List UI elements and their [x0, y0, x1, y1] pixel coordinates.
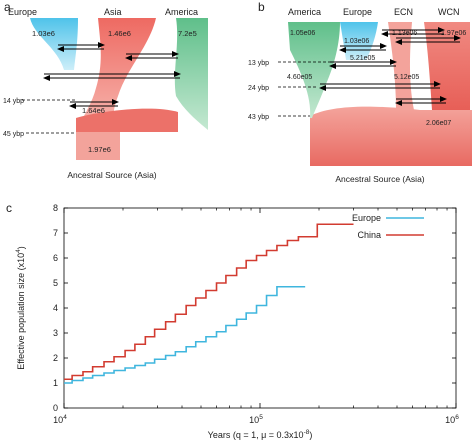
panel-b-pop-europe: Europe [343, 7, 372, 17]
y-tick-label: 8 [53, 203, 58, 213]
panel-b-source: Ancestral Source (Asia) [335, 174, 424, 184]
panel-a-time-14: 14 ybp [3, 98, 24, 105]
panel-a-america-branch [174, 18, 208, 130]
panel-b-size-america: 1.05e06 [290, 30, 315, 37]
legend-label-china: China [357, 230, 381, 240]
panel-a-size-europe: 1.03e6 [32, 29, 55, 38]
panel-a-europe-branch [30, 18, 78, 70]
y-tick-label: 6 [53, 253, 58, 263]
panel-b-size-wcn: 1.97e06 [441, 30, 466, 37]
panel-b-pop-america: America [288, 7, 321, 17]
panel-b-time-43: 43 ybp [248, 114, 269, 121]
panel-a-pop-asia: Asia [104, 7, 122, 17]
panel-b-america-branch [288, 22, 340, 118]
panel-a: a Europe Asia America 1.03e6 1.46e6 7.2e… [3, 0, 208, 180]
panel-a-size-asia: 1.46e6 [108, 29, 131, 38]
plot-series [64, 223, 354, 384]
y-tick-label: 3 [53, 328, 58, 338]
panel-b-size-mig-3: 5.12e05 [394, 74, 419, 81]
panel-a-size-america: 7.2e5 [178, 29, 197, 38]
panel-a-migration-arrows [43, 42, 181, 109]
x-axis: 104 105 106 [53, 208, 459, 425]
panel-b-size-mig-1: 5.21e05 [350, 55, 375, 62]
panel-a-letter: a [4, 0, 11, 14]
panel-a-pop-europe: Europe [8, 7, 37, 17]
panel-b-size-ecn: 1.13e06 [392, 30, 417, 37]
y-tick-label: 7 [53, 228, 58, 238]
legend-label-europe: Europe [352, 213, 381, 223]
y-tick-label: 2 [53, 353, 58, 363]
x-tick-label: 105 [249, 414, 263, 425]
x-tick-label: 106 [445, 414, 459, 425]
panel-c-letter: c [6, 201, 12, 215]
panel-b-size-base: 2.06e07 [426, 120, 451, 127]
panel-b: b America Europe ECN WCN 1.05e06 1.03 [248, 0, 472, 184]
panel-a-size-asia-base: 1.97e6 [88, 145, 111, 154]
panel-b-migration-arrows [319, 27, 461, 106]
series-line-china [64, 223, 354, 381]
panel-b-europe-branch [340, 22, 378, 60]
panel-b-pop-ecn: ECN [394, 7, 413, 17]
panel-b-letter: b [258, 0, 265, 14]
panel-a-asia-lower-wedge [76, 108, 178, 132]
panel-a-asia-base-block [76, 132, 120, 160]
panel-b-pop-wcn: WCN [438, 7, 460, 17]
panel-a-source: Ancestral Source (Asia) [67, 170, 156, 180]
y-tick-label: 1 [53, 378, 58, 388]
y-axis-label: Effective population size (x104) [15, 246, 26, 370]
legend: Europe China [352, 213, 424, 240]
panel-a-pop-america: America [165, 7, 198, 17]
panel-b-size-europe: 1.03e06 [344, 38, 369, 45]
panel-b-size-mig-2: 4.60e05 [287, 74, 312, 81]
panel-a-asia-trunk [76, 18, 156, 132]
plot-frame [63, 207, 457, 409]
x-tick-label: 104 [53, 414, 67, 425]
x-axis-label: Years (q = 1, μ = 0.3x10-8) [208, 429, 313, 440]
y-tick-label: 4 [53, 303, 58, 313]
y-tick-label: 0 [53, 403, 58, 413]
panel-b-time-24: 24 ybp [248, 85, 269, 92]
panel-b-time-13: 13 ybp [248, 60, 269, 67]
series-line-europe [64, 285, 306, 384]
panel-b-ancestral-base [310, 106, 472, 166]
panel-a-time-45: 45 ybp [3, 131, 24, 138]
panel-c: c 0 1 2 3 4 5 6 7 8 104 105 106 Europe China Years… [6, 201, 459, 440]
panel-a-size-asia-mid: 1.64e6 [82, 106, 105, 115]
y-tick-label: 5 [53, 278, 58, 288]
